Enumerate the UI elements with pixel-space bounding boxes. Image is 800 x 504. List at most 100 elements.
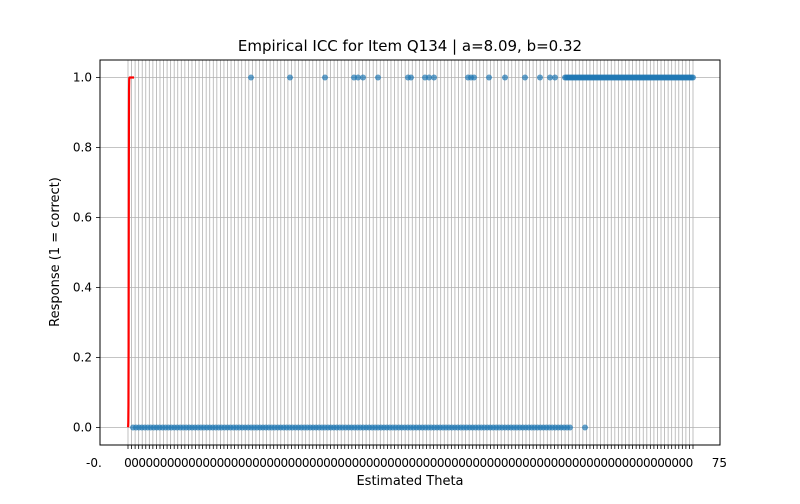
x-tick-label: 0 <box>330 456 338 470</box>
x-tick-label: 0 <box>401 456 409 470</box>
x-tick-label: 0 <box>217 456 225 470</box>
x-tick-label: 0 <box>146 456 154 470</box>
x-tick-label: 0 <box>629 456 637 470</box>
x-tick-label: 0 <box>536 456 544 470</box>
x-axis-label: Estimated Theta <box>356 474 463 489</box>
data-point <box>486 74 492 81</box>
x-tick-label: 0 <box>501 456 509 470</box>
x-tick-label: 0 <box>295 456 303 470</box>
data-point <box>690 74 696 81</box>
x-tick-label: 0 <box>181 456 189 470</box>
x-tick-label: 0 <box>359 456 367 470</box>
x-tick-label: 0 <box>508 456 516 470</box>
vertical-gridlines <box>127 60 694 445</box>
x-tick-label: 0 <box>607 456 615 470</box>
x-tick-label: 0 <box>636 456 644 470</box>
data-point <box>431 74 437 81</box>
x-tick-label: 0 <box>337 456 345 470</box>
data-point <box>375 74 381 81</box>
y-axis-ticks: 0.0 0.2 0.4 0.6 0.8 1.0 <box>73 71 100 435</box>
data-point <box>567 424 573 431</box>
x-tick-label: 0 <box>465 456 473 470</box>
x-tick-label: 0 <box>281 456 289 470</box>
x-tick-label: 0 <box>245 456 253 470</box>
x-tick-label: 0 <box>252 456 260 470</box>
data-point <box>522 74 528 81</box>
x-tick-label: 0 <box>472 456 480 470</box>
x-tick-label: 0 <box>352 456 360 470</box>
data-point <box>426 74 432 81</box>
x-tick-label: 0 <box>309 456 317 470</box>
x-tick-label: 0 <box>615 456 623 470</box>
data-point <box>360 74 366 81</box>
x-tick-label: 0 <box>131 456 139 470</box>
axes-frame <box>99 59 721 446</box>
x-tick-label: 0 <box>344 456 352 470</box>
x-tick-label: 0 <box>394 456 402 470</box>
y-tick-label: 0.4 <box>73 281 92 295</box>
x-tick-label: 0 <box>316 456 324 470</box>
x-tick-label: 0 <box>174 456 182 470</box>
data-point <box>582 424 588 431</box>
x-tick-label: 0 <box>373 456 381 470</box>
x-tick-label: 0 <box>416 456 424 470</box>
x-tick-label: 0 <box>686 456 694 470</box>
x-tick-label: 0 <box>586 456 594 470</box>
y-tick-label: 1.0 <box>73 71 92 85</box>
x-tick-label: 0 <box>231 456 239 470</box>
y-tick-label: 0.8 <box>73 141 92 155</box>
x-tick-label: 0 <box>288 456 296 470</box>
x-tick-label: 0 <box>273 456 281 470</box>
x-tick-label: 0 <box>430 456 438 470</box>
icc-curve <box>126 76 134 428</box>
x-tick-label: 0 <box>408 456 416 470</box>
x-tick-label: 0 <box>202 456 210 470</box>
x-tick-label: 0 <box>444 456 452 470</box>
y-tick-label: 0.6 <box>73 211 92 225</box>
x-tick-label: 0 <box>558 456 566 470</box>
x-tick-label: 0 <box>522 456 530 470</box>
x-tick-label: 0 <box>494 456 502 470</box>
x-tick-label: 0 <box>188 456 196 470</box>
x-tick-label: 0 <box>437 456 445 470</box>
x-tick-label: 0 <box>480 456 488 470</box>
x-tick-label: 0 <box>259 456 267 470</box>
data-point <box>547 74 553 81</box>
x-tick-label: 0 <box>543 456 551 470</box>
x-tick-label: 0 <box>451 456 459 470</box>
x-tick-label: 0 <box>366 456 374 470</box>
data-point <box>248 74 254 81</box>
x-tick-label: 0 <box>657 456 665 470</box>
x-tick-label: 0 <box>209 456 217 470</box>
x-tick-label: 0 <box>579 456 587 470</box>
data-point <box>408 74 414 81</box>
x-tick-label: 0 <box>565 456 573 470</box>
x-tick-label: 0 <box>643 456 651 470</box>
x-tick-label: 0 <box>323 456 331 470</box>
x-tick-label: 0 <box>160 456 168 470</box>
data-point <box>471 74 477 81</box>
x-tick-label-last: 75 <box>712 456 727 470</box>
x-tick-label: 0 <box>458 456 466 470</box>
y-axis-label: Response (1 = correct) <box>48 177 63 327</box>
x-tick-label: 0 <box>622 456 630 470</box>
data-point <box>502 74 508 81</box>
data-point <box>537 74 543 81</box>
x-tick-label: 0 <box>380 456 388 470</box>
x-tick-label: 0 <box>593 456 601 470</box>
x-tick-label: 0 <box>167 456 175 470</box>
x-tick-label: 0 <box>266 456 274 470</box>
y-tick-label: 0.0 <box>73 421 92 435</box>
x-tick-label: 0 <box>487 456 495 470</box>
data-point <box>287 74 293 81</box>
x-tick-label: 0 <box>515 456 523 470</box>
x-tick-label: 0 <box>671 456 679 470</box>
scatter-points <box>130 74 696 431</box>
x-tick-label: 0 <box>679 456 687 470</box>
chart-title: Empirical ICC for Item Q134 | a=8.09, b=… <box>238 37 582 55</box>
icc-curve-line <box>126 76 134 428</box>
data-point <box>322 74 328 81</box>
